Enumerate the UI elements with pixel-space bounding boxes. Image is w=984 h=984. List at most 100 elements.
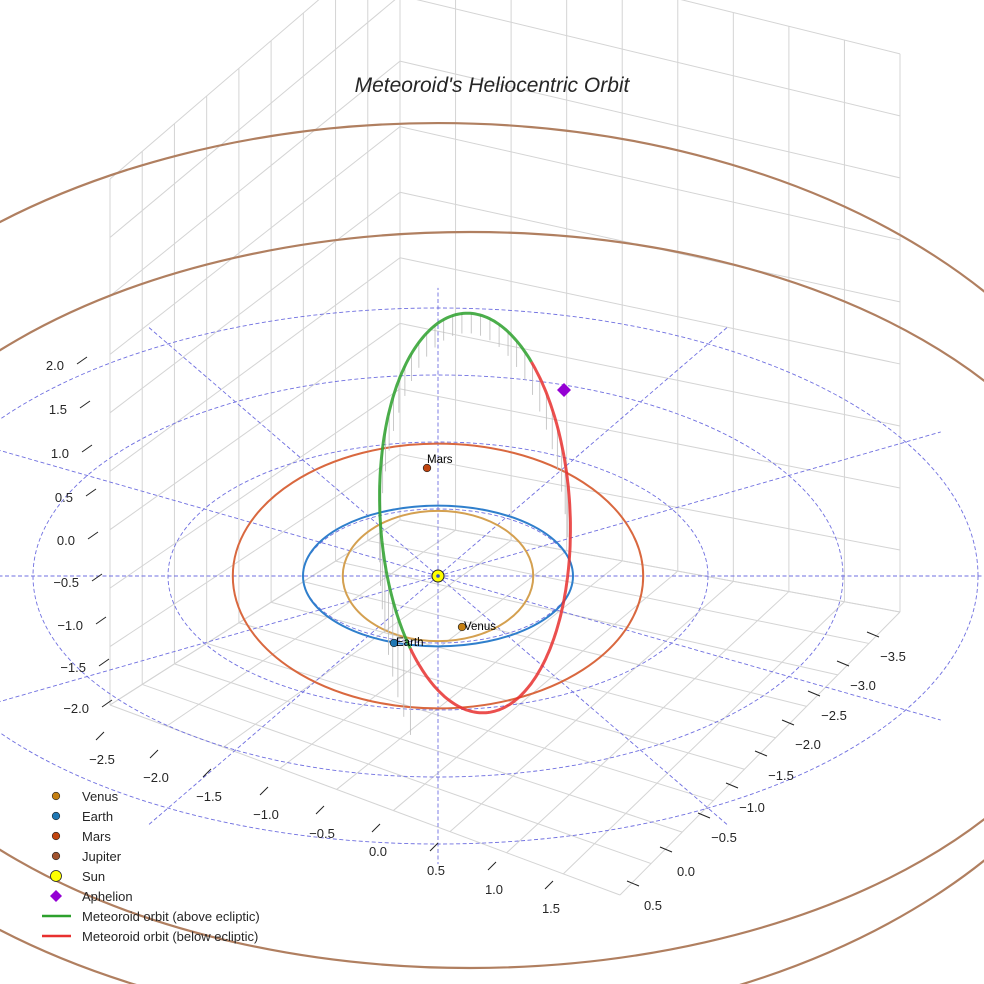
- y-tick-mark: [626, 880, 640, 887]
- legend-label: Venus: [82, 788, 119, 804]
- legend-dot-icon: [36, 826, 76, 846]
- orbit-jupiter: [0, 122, 984, 984]
- z-tick-label: 0.5: [55, 490, 73, 505]
- y-tick-label: −1.5: [768, 768, 794, 783]
- grid-line: [506, 591, 790, 854]
- reference-circles: [0, 287, 984, 865]
- legend-label: Earth: [82, 808, 114, 824]
- legend-item: Sun: [36, 866, 260, 886]
- x-tick-mark: [202, 768, 212, 778]
- aphelion-marker: [557, 383, 571, 397]
- y-tick-mark: [725, 782, 739, 789]
- grid-line: [303, 581, 807, 707]
- grid-line: [367, 540, 869, 644]
- grid-line: [109, 191, 401, 414]
- x-tick-mark: [259, 786, 269, 796]
- y-tick-mark: [866, 631, 880, 638]
- grid-line: [109, 126, 401, 355]
- y-tick-label: −0.5: [711, 830, 737, 845]
- grid-line: [174, 663, 683, 833]
- grid-line: [279, 550, 567, 769]
- legend-dot-icon: [36, 866, 76, 886]
- legend-label: Jupiter: [82, 848, 122, 864]
- orbit-above-ecliptic: [378, 311, 533, 650]
- legend-item: Aphelion: [36, 886, 260, 906]
- legend-item: Earth: [36, 806, 260, 826]
- legend-label: Sun: [82, 868, 106, 884]
- x-tick-label: −1.5: [196, 789, 222, 804]
- y-tick-label: −3.0: [850, 678, 876, 693]
- planet-label-earth: Earth: [396, 637, 424, 649]
- grid-line: [680, 0, 901, 55]
- y-tick-label: 0.0: [677, 864, 695, 879]
- grid-line: [109, 322, 401, 531]
- x-tick-mark: [429, 842, 439, 852]
- y-tick-label: −1.0: [739, 800, 765, 815]
- legend-label: Meteoroid orbit (above ecliptic): [82, 908, 260, 924]
- x-tick-mark: [95, 731, 105, 741]
- x-tick-mark: [487, 861, 497, 871]
- meteoroid-orbit: [378, 311, 572, 715]
- grid-line: [142, 683, 652, 865]
- x-tick-mark: [544, 880, 554, 890]
- grid-line: [223, 540, 512, 748]
- x-tick-label: −2.0: [143, 770, 169, 785]
- z-tick-mark: [91, 573, 103, 582]
- z-tick-label: 1.0: [51, 446, 69, 461]
- radial-line: [437, 575, 729, 826]
- x-tick-label: −1.0: [253, 807, 279, 822]
- x-tick-label: 1.0: [485, 882, 503, 897]
- y-tick-mark: [781, 719, 795, 726]
- legend-item: Meteoroid orbit (below ecliptic): [36, 926, 260, 946]
- grid-line: [399, 257, 901, 365]
- grid-line: [109, 519, 401, 706]
- chart-title: Meteoroid's Heliocentric Orbit: [354, 74, 630, 97]
- grid-line: [449, 580, 734, 833]
- z-tick-mark: [101, 699, 113, 708]
- x-tick-label: 0.5: [427, 863, 445, 878]
- x-tick-label: −0.5: [309, 826, 335, 841]
- grid-line: [399, 126, 901, 241]
- planet-marker-venus: [457, 622, 467, 632]
- z-tick-mark: [87, 531, 99, 540]
- grid-line: [416, 0, 901, 117]
- planet-marker-mars: [422, 463, 432, 473]
- y-tick-label: −2.0: [795, 737, 821, 752]
- grid-line: [206, 642, 714, 802]
- radial-line: [0, 575, 439, 702]
- grid-line: [109, 0, 320, 180]
- radial-line: [437, 326, 729, 577]
- axis-ticks: 2.01.51.00.50.0−0.5−1.0−1.5−2.0−2.5−2.0−…: [46, 356, 906, 916]
- grid-line: [109, 257, 401, 472]
- grid-line: [399, 519, 901, 613]
- radial-line: [437, 575, 941, 721]
- grid-line: [109, 454, 401, 647]
- legend-label: Meteoroid orbit (below ecliptic): [82, 928, 259, 944]
- z-tick-mark: [81, 444, 93, 453]
- axis-panes: [109, 0, 901, 896]
- planet-label-venus: Venus: [464, 621, 496, 633]
- grid-line: [399, 388, 901, 489]
- grid-line: [399, 60, 901, 179]
- legend-item: Venus: [36, 786, 260, 806]
- radial-line: [437, 431, 941, 577]
- orbit-mars: [231, 442, 645, 710]
- z-tick-label: −1.5: [60, 660, 86, 675]
- x-tick-label: −2.5: [89, 752, 115, 767]
- grid-line: [562, 601, 845, 875]
- z-tick-label: 0.0: [57, 533, 75, 548]
- grid-line: [399, 322, 901, 427]
- z-tick-label: 2.0: [46, 358, 64, 373]
- grid-line: [166, 529, 456, 727]
- legend-dot-icon: [36, 846, 76, 866]
- grid-line: [335, 560, 838, 676]
- x-tick-mark: [149, 749, 159, 759]
- y-tick-mark: [754, 750, 768, 757]
- legend-item: Jupiter: [36, 846, 260, 866]
- y-tick-label: −3.5: [880, 649, 906, 664]
- planet-label-mars: Mars: [427, 454, 453, 466]
- y-tick-mark: [836, 660, 850, 667]
- y-tick-label: 0.5: [644, 898, 662, 913]
- legend-item: Meteoroid orbit (above ecliptic): [36, 906, 260, 926]
